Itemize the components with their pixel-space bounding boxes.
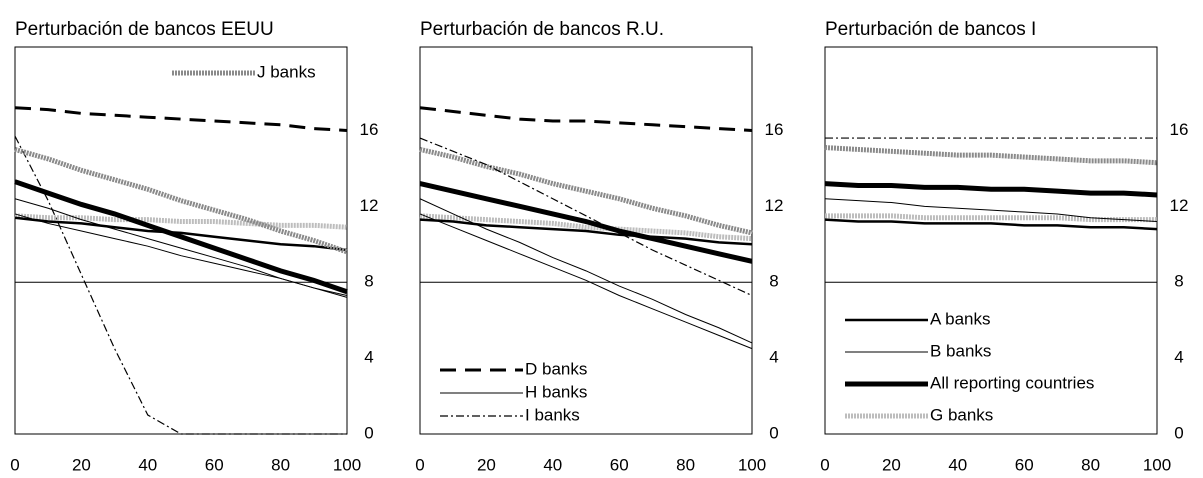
x-tick-label: 100 <box>1143 455 1171 474</box>
series-line <box>824 145 1158 166</box>
series-line <box>14 213 348 230</box>
x-tick-label: 40 <box>948 455 967 474</box>
legend-label: I banks <box>525 405 580 424</box>
series-line <box>825 213 1157 223</box>
x-tick-label: 80 <box>271 455 290 474</box>
y-tick-label: 16 <box>1170 120 1189 139</box>
series-line <box>14 179 348 295</box>
x-tick-label: 20 <box>477 455 496 474</box>
x-tick-label: 80 <box>676 455 695 474</box>
series-line <box>419 198 753 344</box>
y-tick-label: 0 <box>364 423 373 442</box>
legend-label: B banks <box>930 341 991 360</box>
series-line <box>419 181 753 264</box>
y-tick-label: 12 <box>1170 196 1189 215</box>
legend-label: J banks <box>257 62 316 81</box>
chart-title: Perturbación de bancos I <box>825 19 1036 40</box>
x-tick-label: 40 <box>543 455 562 474</box>
y-tick-label: 8 <box>364 272 373 291</box>
x-tick-label: 60 <box>610 455 629 474</box>
y-tick-label: 12 <box>360 196 379 215</box>
x-tick-label: 0 <box>415 455 424 474</box>
series-line <box>14 216 348 252</box>
x-tick-label: 80 <box>1081 455 1100 474</box>
y-tick-label: 0 <box>769 423 778 442</box>
x-tick-label: 100 <box>738 455 766 474</box>
series-line <box>14 198 348 298</box>
y-tick-label: 4 <box>364 348 373 367</box>
y-tick-label: 12 <box>765 196 784 215</box>
x-tick-label: 60 <box>1015 455 1034 474</box>
y-tick-label: 0 <box>1174 423 1183 442</box>
plot-frame <box>824 46 1158 435</box>
chart-title: Perturbación de bancos R.U. <box>420 19 664 40</box>
legend-label: H banks <box>525 382 587 401</box>
series-line <box>419 137 753 297</box>
x-tick-label: 40 <box>138 455 157 474</box>
legend-label: All reporting countries <box>930 373 1094 392</box>
plot-frame <box>14 46 348 435</box>
x-tick-label: 0 <box>10 455 19 474</box>
plot-frame <box>419 46 753 435</box>
series-line <box>419 213 753 242</box>
series-line <box>419 147 753 236</box>
y-tick-label: 8 <box>769 272 778 291</box>
legend-label: A banks <box>930 309 991 328</box>
series-line <box>14 135 347 435</box>
legend-label: D banks <box>525 359 587 378</box>
y-tick-label: 16 <box>765 120 784 139</box>
legend-label: G banks <box>930 405 993 424</box>
series-line <box>419 213 753 350</box>
x-tick-label: 20 <box>72 455 91 474</box>
series-line <box>419 106 753 132</box>
x-tick-label: 0 <box>820 455 829 474</box>
y-tick-label: 4 <box>1174 348 1183 367</box>
y-tick-label: 8 <box>1174 272 1183 291</box>
chart-title: Perturbación de bancos EEUU <box>15 19 274 40</box>
x-tick-label: 100 <box>333 455 361 474</box>
series-line <box>824 218 1158 231</box>
series-line <box>14 106 348 132</box>
x-tick-label: 60 <box>205 455 224 474</box>
series-line <box>14 147 348 255</box>
x-tick-label: 20 <box>882 455 901 474</box>
series-line <box>824 181 1158 198</box>
y-tick-label: 16 <box>360 120 379 139</box>
y-tick-label: 4 <box>769 348 778 367</box>
series-line <box>824 198 1158 223</box>
